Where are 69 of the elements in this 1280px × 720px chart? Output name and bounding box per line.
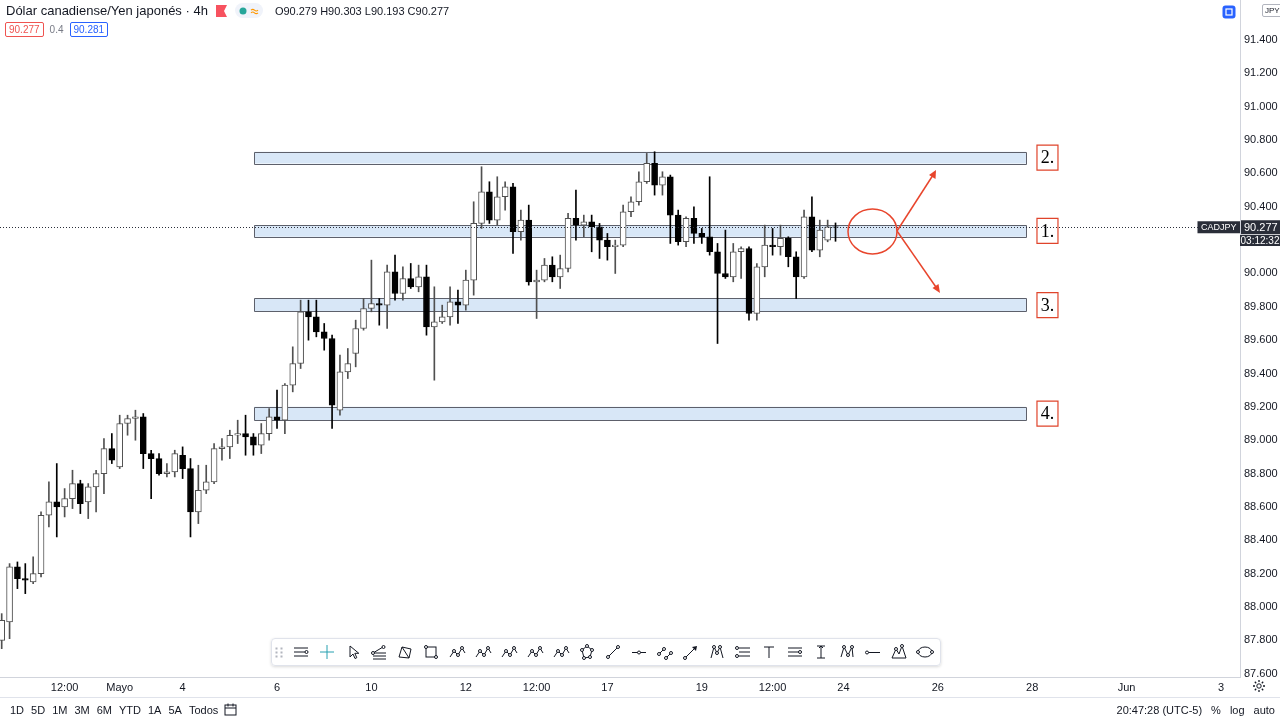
y-tick-label: 88.000 bbox=[1244, 600, 1278, 612]
ref-line-label: CADJPY bbox=[1200, 222, 1237, 233]
text: YTD bbox=[118, 703, 141, 716]
y-tick-label: 89.600 bbox=[1244, 333, 1278, 346]
candlestick bbox=[580, 214, 588, 238]
x-tick-label: 12:00 bbox=[522, 680, 551, 693]
text: 5A bbox=[168, 703, 182, 716]
band-label: 2. bbox=[1040, 147, 1055, 168]
y-tick-label: 91.000 bbox=[1244, 99, 1278, 112]
annotation: 0.4 bbox=[49, 24, 64, 35]
x-tick-label: 10 bbox=[365, 680, 378, 693]
y-tick-label: 89.000 bbox=[1244, 433, 1278, 446]
band-label: 3. bbox=[1040, 294, 1055, 315]
y-tick-label: 89.800 bbox=[1244, 299, 1278, 312]
band-label: 4. bbox=[1040, 403, 1055, 424]
candlestick bbox=[375, 298, 383, 326]
text: 6M bbox=[96, 703, 112, 716]
candlestick bbox=[21, 563, 29, 594]
text: 03:12:32 bbox=[1240, 235, 1280, 246]
x-tick-label: 12:00 bbox=[50, 680, 79, 693]
candlestick bbox=[234, 419, 242, 444]
text: Todos bbox=[188, 703, 219, 716]
y-tick-label: 88.800 bbox=[1244, 466, 1278, 479]
x-tick-label: 24 bbox=[837, 680, 850, 693]
y-tick-label: 89.400 bbox=[1244, 366, 1278, 379]
y-tick-label: 88.200 bbox=[1244, 566, 1278, 579]
x-tick-label: 12 bbox=[459, 680, 472, 693]
text: log bbox=[1229, 703, 1245, 716]
y-tick-label: 90.000 bbox=[1244, 266, 1278, 279]
text: auto bbox=[1253, 703, 1275, 716]
y-tick-label: 88.600 bbox=[1244, 499, 1278, 512]
candlestick bbox=[147, 449, 155, 499]
text: 1M bbox=[52, 703, 68, 716]
annotation: 90.281 bbox=[69, 22, 109, 37]
chart-title: Dólar canadiense/Yen japonés · 4h bbox=[6, 3, 208, 18]
y-tick-label: 89.200 bbox=[1244, 399, 1278, 412]
candlestick bbox=[698, 228, 706, 244]
y-tick-label: 88.400 bbox=[1244, 533, 1278, 546]
y-tick-label: 90.400 bbox=[1244, 199, 1278, 212]
candlestick bbox=[320, 323, 328, 351]
y-tick-label: 87.600 bbox=[1244, 666, 1278, 679]
chart-subtitle: O90.279 H90.303 L90.193 C90.277 bbox=[274, 4, 450, 17]
text: 5D bbox=[31, 703, 46, 716]
x-tick-label: 26 bbox=[931, 680, 944, 693]
text: 3M bbox=[74, 703, 90, 716]
x-tick-label: 6 bbox=[273, 680, 281, 693]
y-tick-label: 90.800 bbox=[1244, 133, 1278, 146]
y-tick-label: 91.200 bbox=[1244, 66, 1278, 79]
text: % bbox=[1211, 703, 1221, 716]
candlestick bbox=[163, 463, 171, 478]
x-tick-label: 28 bbox=[1026, 680, 1039, 693]
candlestick bbox=[218, 438, 226, 461]
x-tick-label: 17 bbox=[601, 680, 614, 693]
x-tick-label: Mayo bbox=[106, 680, 134, 693]
x-tick-label: 4 bbox=[179, 680, 186, 693]
x-tick-label: 12:00 bbox=[758, 680, 787, 693]
text: JPY bbox=[1262, 4, 1280, 17]
x-tick-label: Jun bbox=[1117, 680, 1136, 693]
text: 1D bbox=[10, 703, 25, 716]
text: 1A bbox=[147, 703, 162, 716]
x-tick-label: 3 bbox=[1217, 680, 1225, 693]
x-tick-label: 19 bbox=[695, 680, 708, 693]
y-tick-label: 90.600 bbox=[1244, 166, 1278, 179]
annotation: 90.277 bbox=[5, 22, 44, 37]
y-tick-label: 87.800 bbox=[1244, 633, 1278, 646]
text: 90.277 bbox=[1244, 220, 1278, 233]
y-tick-label: 91.400 bbox=[1244, 33, 1278, 46]
text: 20:47:28 (UTC-5) bbox=[1116, 703, 1203, 716]
band-label: 1. bbox=[1040, 220, 1055, 241]
